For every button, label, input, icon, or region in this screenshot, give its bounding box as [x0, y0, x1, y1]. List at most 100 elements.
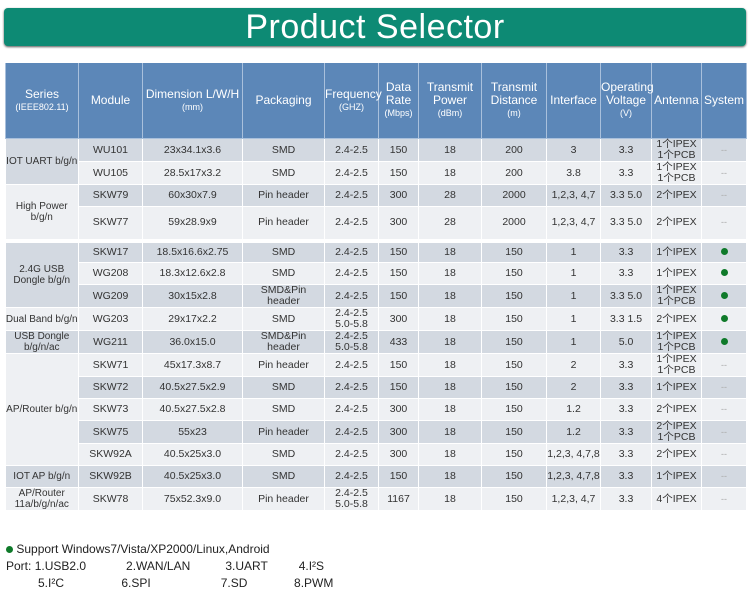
system-cell: [701, 262, 747, 285]
system-cell: --: [701, 465, 747, 488]
iface-cell: 3.8: [546, 161, 601, 185]
freq-cell: 2.4-2.5: [324, 465, 379, 488]
module-cell: SKW77: [78, 206, 143, 241]
dist-cell: 150: [481, 443, 547, 466]
dist-cell: 150: [481, 376, 547, 399]
pack-cell: SMD: [242, 398, 325, 421]
port-item: 3.UART: [225, 559, 268, 573]
freq-cell: 2.4-2.5: [324, 161, 379, 185]
dim-cell: 36.0x15.0: [142, 330, 243, 354]
system-cell: --: [701, 443, 747, 466]
pack-cell: Pin header: [242, 206, 325, 241]
system-cell: --: [701, 353, 747, 377]
system-cell: [701, 307, 747, 331]
table-row: 2.4G USB Dongle b/g/n SKW17 18.5x16.6x2.75…: [5, 240, 747, 308]
power-cell: 18: [418, 330, 482, 354]
supported-dot-icon: [720, 314, 728, 322]
column-header-unit: (Mbps): [384, 108, 413, 118]
pack-cell: SMD: [242, 138, 325, 162]
port-item: 4.I²S: [298, 559, 325, 573]
table-row: AP/Router 11a/b/g/n/ac SKW78 75x52.3x9.0 Pi…: [5, 487, 747, 511]
column-header-unit: (IEEE802.11): [15, 101, 69, 112]
freq-cell: 2.4-2.5 5.0-5.8: [324, 307, 379, 331]
column-header: Transmit Power (dBm): [418, 63, 482, 139]
ant-cell: 1个IPEX 1个PCB: [651, 330, 702, 354]
dim-cell: 18.5x16.6x2.75: [142, 240, 243, 263]
ant-cell: 1个IPEX: [651, 240, 702, 263]
pack-cell: Pin header: [242, 420, 325, 444]
column-header: Interface: [546, 63, 601, 139]
iface-cell: 2: [546, 353, 601, 377]
module-cell: SKW73: [78, 398, 143, 421]
freq-cell: 2.4-2.5 5.0-5.8: [324, 330, 379, 354]
iface-cell: 1: [546, 240, 601, 263]
power-cell: 18: [418, 443, 482, 466]
support-dot-icon: [6, 546, 13, 553]
rate-cell: 433: [378, 330, 419, 354]
rate-cell: 150: [378, 284, 419, 308]
table-row: SKW75 55x23 Pin header 2.4-2.5 300 18 150 1.2 3.…: [6, 420, 747, 444]
volt-cell: 3.3: [600, 465, 652, 488]
module-cell: SKW75: [78, 420, 143, 444]
dist-cell: 2000: [481, 184, 547, 207]
not-supported-dash: --: [721, 382, 727, 392]
pack-cell: SMD: [242, 262, 325, 285]
power-cell: 18: [418, 307, 482, 331]
freq-cell: 2.4-2.5: [324, 262, 379, 285]
column-header-label: Antenna: [654, 93, 699, 107]
dim-cell: 23x34.1x3.6: [142, 138, 243, 162]
power-cell: 18: [418, 138, 482, 162]
volt-cell: 3.3: [600, 398, 652, 421]
pack-cell: SMD&Pin header: [242, 284, 325, 308]
not-supported-dash: --: [721, 426, 727, 437]
ant-cell: 2个IPEX: [651, 206, 702, 241]
module-cell: WG208: [78, 262, 143, 285]
module-cell: WG209: [78, 284, 143, 308]
system-cell: --: [701, 398, 747, 421]
not-supported-dash: --: [721, 217, 727, 228]
not-supported-dash: --: [721, 167, 727, 178]
module-cell: SKW72: [78, 376, 143, 399]
series-cell: AP/Router 11a/b/g/n/ac: [5, 487, 79, 511]
series-cell: High Power b/g/n: [5, 184, 79, 241]
power-cell: 18: [418, 353, 482, 377]
dim-cell: 40.5x25x3.0: [142, 465, 243, 488]
power-cell: 18: [418, 420, 482, 444]
not-supported-dash: --: [721, 449, 727, 459]
system-cell: [701, 284, 747, 308]
column-header-label: Module: [90, 93, 131, 107]
rate-cell: 150: [378, 465, 419, 488]
power-cell: 28: [418, 206, 482, 241]
column-header-label: System: [703, 93, 744, 107]
system-cell: [701, 240, 747, 263]
not-supported-dash: --: [721, 493, 727, 504]
iface-cell: 3: [546, 138, 601, 162]
dim-cell: 28.5x17x3.2: [142, 161, 243, 185]
table-row: SKW77 59x28.9x9 Pin header 2.4-2.5 300 28 2000…: [6, 206, 747, 241]
ant-cell: 1个IPEX 1个PCB: [651, 284, 702, 308]
ant-cell: 2个IPEX: [651, 398, 702, 421]
system-cell: --: [701, 206, 747, 241]
volt-cell: 3.3: [600, 262, 652, 285]
port-item: 1.USB2.0: [34, 559, 87, 573]
table-row: IOT AP b/g/n SKW92B 40.5x25x3.0 SMD 2.4-2.5 1…: [5, 465, 747, 488]
rate-cell: 300: [378, 420, 419, 444]
column-header-label: Series: [24, 86, 59, 101]
volt-cell: 3.3: [600, 161, 652, 185]
not-supported-dash: --: [721, 404, 727, 414]
column-header: Transmit Distance (m): [481, 63, 547, 139]
dim-cell: 30x15x2.8: [142, 284, 243, 308]
iface-cell: 1: [546, 284, 601, 308]
module-cell: WU101: [78, 138, 143, 162]
freq-cell: 2.4-2.5: [324, 240, 379, 263]
column-header-unit: (m): [507, 108, 521, 118]
table-row: WG208 18.3x12.6x2.8 SMD 2.4-2.5 150 18 150 1 3.3…: [6, 262, 747, 285]
dim-cell: 55x23: [142, 420, 243, 444]
supported-dot-icon: [720, 269, 728, 276]
dim-cell: 59x28.9x9: [142, 206, 243, 241]
power-cell: 28: [418, 184, 482, 207]
port-item: 8.PWM: [294, 576, 334, 590]
volt-cell: 3.3: [600, 487, 652, 511]
rate-cell: 150: [378, 240, 419, 263]
dist-cell: 150: [481, 307, 547, 331]
